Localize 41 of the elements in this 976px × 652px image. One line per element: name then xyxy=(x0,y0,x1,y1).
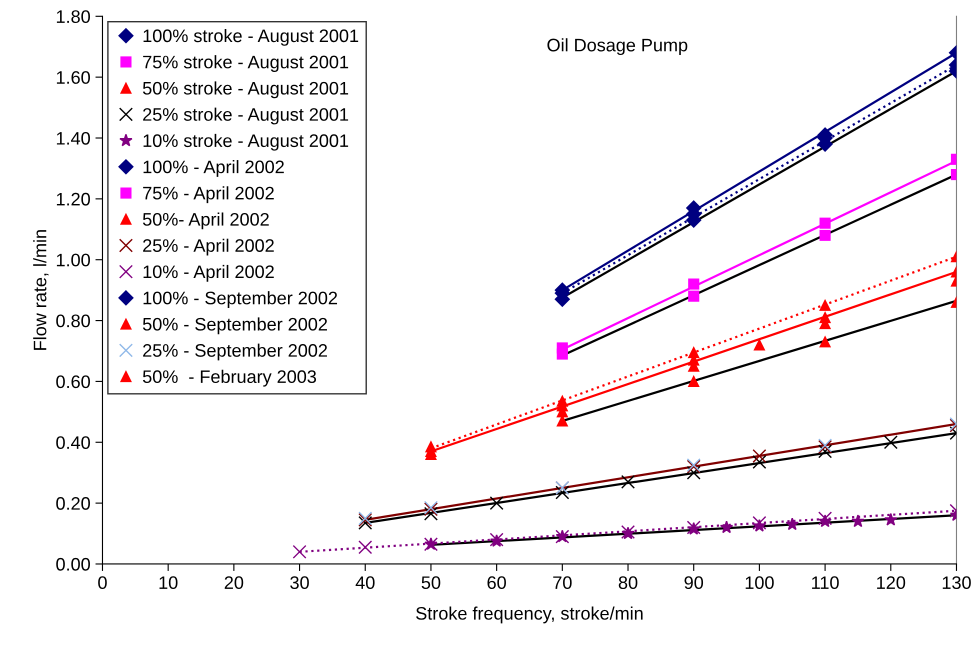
x-tick-label: 70 xyxy=(553,576,572,590)
x-tick-label: 100 xyxy=(746,576,774,590)
legend-label: 100% stroke - August 2001 xyxy=(144,28,358,46)
text: Oil Dosage Pump xyxy=(547,38,688,56)
legend-label: 100% - September 2002 xyxy=(144,291,338,308)
legend-label: 25% - April 2002 xyxy=(143,238,274,256)
y-tick-label: 0.40 xyxy=(56,436,90,449)
x-tick-label: 10 xyxy=(160,576,178,590)
y-tick-label: 0.20 xyxy=(56,497,90,510)
y-tick-label: 0.60 xyxy=(56,375,90,388)
x-axis-title: Stroke frequency, stroke/min xyxy=(416,606,643,624)
x-tick-label: 120 xyxy=(877,576,906,590)
y-tick-label: 0.80 xyxy=(56,314,90,328)
y-tick-label: 1.80 xyxy=(56,10,90,24)
y-tick-label: 1.00 xyxy=(56,254,90,266)
x-tick-label: 60 xyxy=(488,576,506,590)
x-tick-label: 50 xyxy=(422,576,440,590)
y-tick-label: 1.40 xyxy=(56,132,90,145)
x-tick-label: 110 xyxy=(812,576,839,590)
y-tick-label: 1.20 xyxy=(56,192,90,206)
legend-label: 100% - April 2002 xyxy=(144,160,284,177)
legend-label: 25% stroke - August 2001 xyxy=(143,108,348,124)
x-tick-label: 90 xyxy=(684,576,704,590)
legend-label: 25% - September 2002 xyxy=(143,344,327,360)
legend-label: 50%- April 2002 xyxy=(142,212,269,230)
y-tick-label: 0.00 xyxy=(56,558,90,571)
x-tick-label: 130 xyxy=(942,576,971,590)
legend-label: 50% - September 2002 xyxy=(142,317,327,334)
legend-label: 50% stroke - August 2001 xyxy=(142,81,348,98)
y-tick-label: 1.60 xyxy=(56,71,90,84)
x-tick-label: 80 xyxy=(618,576,638,590)
legend-label: 10% - April 2002 xyxy=(144,264,274,282)
x-tick-label: 0 xyxy=(98,576,107,590)
x-tick-label: 20 xyxy=(224,576,244,590)
legend-label: 75% stroke - August 2001 xyxy=(143,55,348,72)
legend-label: 50% - February 2003 xyxy=(142,370,316,387)
x-tick-label: 30 xyxy=(290,576,309,590)
y-axis-title: Flow rate, l/min xyxy=(33,230,49,350)
legend-label: 10% stroke - August 2001 xyxy=(144,134,348,151)
legend-label: 75% - April 2002 xyxy=(143,186,274,204)
x-tick-label: 40 xyxy=(356,576,375,590)
